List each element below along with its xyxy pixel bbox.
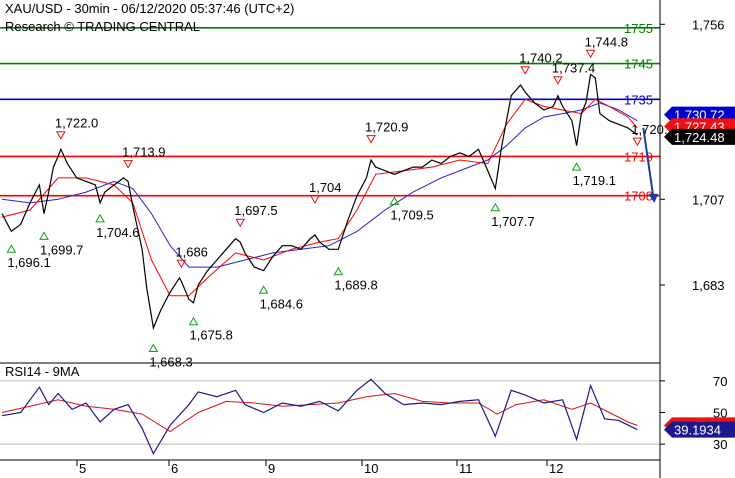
low-marker-icon: [258, 285, 269, 294]
rsi-y-tick-label: 30: [713, 437, 727, 452]
high-annotation-label: 1,720.9: [365, 120, 408, 135]
x-tick-label: 11: [459, 461, 473, 476]
low-marker-icon: [490, 202, 501, 212]
low-annotation-label: 1,704.6: [96, 225, 139, 240]
low-annotation-label: 1,684.6: [260, 296, 303, 311]
chart-title: XAU/USD - 30min - 06/12/2020 05:37:46 (U…: [5, 1, 294, 16]
price-y-tick-label: 1,683: [692, 278, 725, 293]
high-annotation-label: 1,720.2: [631, 122, 674, 137]
x-tick-label: 12: [549, 461, 563, 476]
level-label: 1755: [624, 21, 653, 36]
rsi-tag-bg: [664, 421, 735, 438]
price-tag: 1,724.48: [674, 130, 725, 145]
rsi-title: RSI14 - 9MA: [5, 364, 80, 379]
low-annotation-label: 1,689.8: [334, 278, 377, 293]
x-tick-label: 9: [268, 461, 275, 476]
high-annotation-label: 1,704: [309, 180, 342, 195]
x-tick-label: 10: [364, 461, 378, 476]
low-marker-icon: [188, 316, 199, 326]
high-annotation-label: 1,744.8: [585, 34, 628, 49]
rsi-ma-line: [1, 392, 638, 433]
rsi-y-tick-label: 70: [713, 374, 727, 389]
high-marker-icon: [310, 195, 320, 205]
price-line: [1, 73, 638, 331]
rsi-y-tick-label: 50: [713, 406, 727, 421]
level-label: 1735: [624, 92, 653, 107]
level-label: 1719: [624, 149, 653, 164]
low-annotation-label: 1,719.1: [573, 173, 616, 188]
low-annotation-label: 1,699.7: [40, 242, 83, 257]
high-marker-icon: [176, 259, 187, 269]
low-marker-icon: [95, 213, 105, 223]
low-annotation-label: 1,709.5: [390, 207, 433, 222]
price-y-tick-label: 1,707: [692, 192, 725, 207]
low-annotation-label: 1,696.1: [7, 255, 50, 270]
high-marker-icon: [366, 135, 376, 144]
rsi-tag: 39.1934: [674, 423, 721, 438]
chart-subtitle: Research © TRADING CENTRAL: [5, 19, 200, 34]
high-annotation-label: 1,697.5: [234, 203, 277, 218]
forecast-arrow-shaft: [642, 127, 655, 198]
low-marker-icon: [39, 231, 49, 240]
low-marker-icon: [6, 244, 17, 253]
low-marker-icon: [571, 162, 582, 171]
high-marker-icon: [55, 131, 66, 140]
low-annotation-label: 1,675.8: [190, 328, 233, 343]
high-annotation-label: 1,737.4: [552, 61, 595, 76]
price-tag-bg: [664, 128, 735, 145]
high-marker-icon: [235, 218, 246, 228]
high-marker-icon: [585, 49, 596, 59]
price-y-tick-label: 1,756: [692, 17, 725, 32]
high-annotation-label: 1,740.2: [519, 51, 562, 66]
high-marker-icon: [553, 76, 563, 85]
price-panel: 1755 1745 1735 1719 1708 1,722.0 1,713.9 1,696.…: [0, 21, 675, 370]
low-marker-icon: [389, 196, 400, 205]
high-annotation-label: 1,713.9: [122, 145, 165, 160]
low-marker-icon: [333, 266, 344, 276]
low-marker-icon: [148, 343, 159, 352]
ma-slow-line: [1, 102, 638, 268]
low-annotation-label: 1,668.3: [149, 355, 192, 370]
rsi-panel: [0, 378, 660, 456]
high-marker-icon: [632, 137, 643, 147]
high-annotation-label: 1,722.0: [55, 116, 98, 131]
high-annotation-label: 1,686: [175, 244, 208, 259]
rsi-line: [1, 378, 638, 456]
x-tick-label: 6: [171, 461, 178, 476]
forecast-arrow-head: [648, 193, 659, 203]
level-label: 1745: [624, 57, 653, 72]
low-annotation-label: 1,707.7: [491, 214, 534, 229]
high-marker-icon: [520, 66, 531, 75]
high-marker-icon: [123, 160, 133, 169]
level-label: 1708: [624, 189, 653, 204]
x-tick-label: 5: [79, 461, 86, 476]
